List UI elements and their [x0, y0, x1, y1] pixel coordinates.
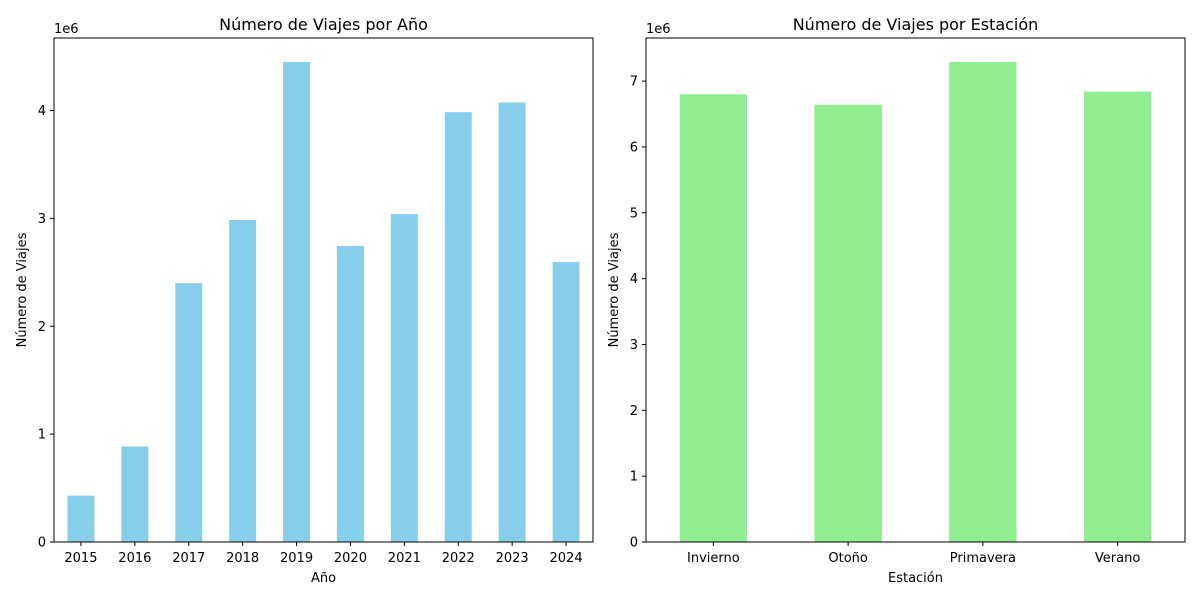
chart-year-bars — [67, 62, 580, 543]
chart-year-x-tick-label: 2024 — [550, 551, 583, 566]
chart-year-x-tick-label: 2018 — [226, 551, 259, 566]
chart-season-x-tick-label: Primavera — [950, 551, 1016, 566]
chart-season-title: Número de Viajes por Estación — [793, 15, 1039, 34]
chart-season-y-tick-label: 2 — [630, 404, 638, 419]
chart-season-bar-primavera — [949, 62, 1017, 542]
chart-year-bar-2021 — [390, 214, 418, 542]
chart-year-title: Número de Viajes por Año — [219, 15, 428, 34]
chart-season-bar-invierno — [679, 94, 748, 543]
chart-year-bar-2019 — [283, 62, 311, 542]
chart-season-y-tick-label: 5 — [630, 206, 638, 221]
chart-year-x-tick-label: 2017 — [172, 551, 205, 566]
chart-season-x-label: Estación — [888, 571, 943, 586]
chart-year-bar-2024 — [552, 262, 580, 542]
chart-year-y-tick-label: 1 — [38, 428, 46, 443]
chart-season-x-tick-label: Invierno — [687, 551, 740, 566]
chart-season-y-tick-label: 3 — [630, 338, 638, 353]
chart-year-x-tick-label: 2022 — [442, 551, 475, 566]
chart-year-y-tick-label: 2 — [38, 320, 46, 335]
chart-year-y-tick-label: 0 — [38, 536, 46, 551]
chart-year-y-ticks: 0 1 2 3 4 — [38, 104, 54, 551]
chart-year-bar-2015 — [67, 495, 95, 542]
chart-season-y-label: Número de Viajes — [607, 232, 622, 347]
chart-year-y-tick-label: 4 — [38, 104, 46, 119]
chart-season-plot-frame — [645, 37, 1186, 543]
chart-season-x-tick-label: Verano — [1095, 551, 1140, 566]
chart-year-x-label: Año — [311, 571, 336, 586]
chart-season-bar-verano — [1083, 91, 1152, 542]
chart-year-plot-frame — [53, 37, 594, 543]
chart-season-y-ticks: 0 1 2 3 4 5 6 7 — [630, 75, 646, 551]
chart-year-offset-text: 1e6 — [54, 22, 79, 37]
chart-year-x-tick-label: 2015 — [64, 551, 97, 566]
chart-year-x-tick-label: 2016 — [118, 551, 151, 566]
chart-season-offset-text: 1e6 — [646, 22, 671, 37]
chart-year-y-tick-label: 3 — [38, 212, 46, 227]
chart-year-x-tick-label: 2023 — [496, 551, 529, 566]
chart-season-x-tick-label: Otoño — [828, 551, 868, 566]
chart-year-x-tick-label: 2021 — [388, 551, 421, 566]
chart-season-bar-otoño — [814, 104, 882, 543]
chart-year-y-label: Número de Viajes — [15, 232, 30, 347]
chart-year-bar-2022 — [444, 112, 472, 543]
chart-year-x-tick-label: 2019 — [280, 551, 313, 566]
chart-season-y-tick-label: 4 — [630, 272, 638, 287]
chart-year-bar-2020 — [336, 245, 364, 543]
chart-year-x-ticks: 2015 2016 2017 2018 2019 2020 2021 2022 2023 2024 — [64, 542, 583, 566]
chart-season: Número de Viajes por Estación 1e6 0 1 2 3 4 5… — [607, 15, 1186, 586]
chart-season-x-ticks: Invierno Otoño Primavera Verano — [687, 542, 1140, 566]
chart-year-x-tick-label: 2020 — [334, 551, 367, 566]
chart-season-y-tick-label: 1 — [630, 470, 638, 485]
chart-season-y-tick-label: 6 — [630, 140, 638, 155]
chart-season-bars — [679, 62, 1152, 543]
chart-year-bar-2017 — [175, 283, 203, 542]
chart-season-y-tick-label: 0 — [630, 536, 638, 551]
chart-year-bar-2023 — [498, 102, 526, 543]
chart-season-y-tick-label: 7 — [630, 75, 638, 90]
chart-year-bar-2018 — [229, 220, 257, 543]
chart-year-bar-2016 — [121, 446, 149, 542]
